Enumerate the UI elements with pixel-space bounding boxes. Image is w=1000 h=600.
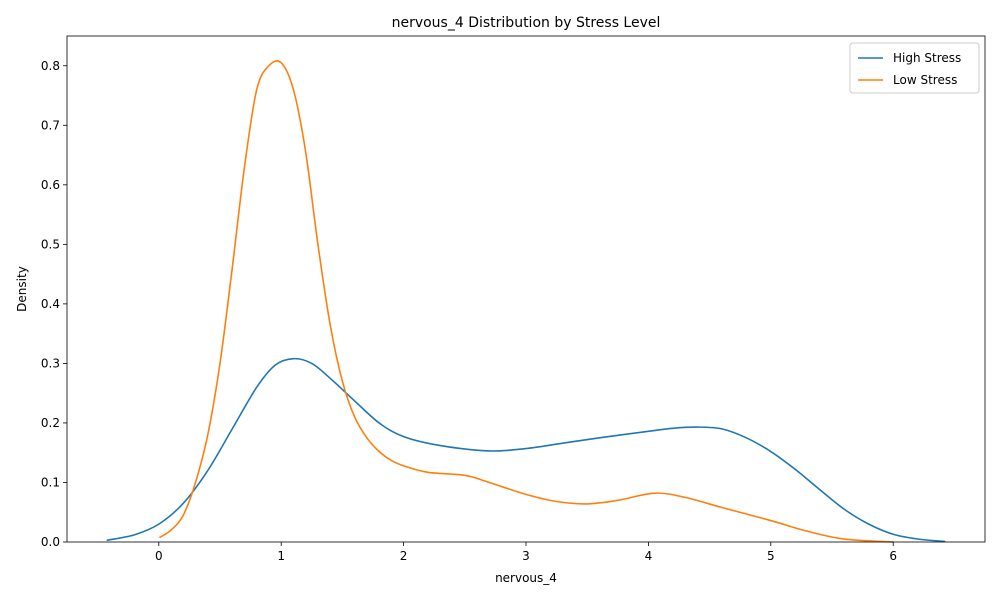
y-tick-label: 0.5 <box>41 237 60 251</box>
y-axis-title: Density <box>15 266 29 312</box>
y-axis: 0.0 0.1 0.2 0.3 0.4 0.5 0.6 0.7 0.8 <box>41 59 67 549</box>
plot-frame <box>66 35 986 543</box>
legend: High Stress Low Stress <box>849 42 980 94</box>
x-axis: 0 1 2 3 4 5 6 <box>155 542 897 563</box>
y-tick-label: 0.8 <box>41 59 60 73</box>
x-tick-label: 5 <box>767 549 775 563</box>
series-line-low-stress <box>159 60 894 543</box>
chart-title: nervous_4 Distribution by Stress Level <box>392 15 661 31</box>
x-tick-label: 1 <box>277 549 285 563</box>
x-tick-label: 3 <box>522 549 530 563</box>
legend-label: Low Stress <box>893 73 957 87</box>
plot-area <box>106 60 946 543</box>
x-axis-title: nervous_4 <box>495 571 557 585</box>
y-tick-label: 0.0 <box>41 535 60 549</box>
x-tick-label: 0 <box>155 549 163 563</box>
x-tick-label: 4 <box>645 549 653 563</box>
y-tick-label: 0.1 <box>41 475 60 489</box>
y-tick-label: 0.4 <box>41 297 60 311</box>
legend-label: High Stress <box>893 51 961 65</box>
x-tick-label: 2 <box>400 549 408 563</box>
y-tick-label: 0.7 <box>41 118 60 132</box>
y-tick-label: 0.6 <box>41 178 60 192</box>
y-tick-label: 0.2 <box>41 416 60 430</box>
series-line-high-stress <box>106 357 946 543</box>
y-tick-label: 0.3 <box>41 356 60 370</box>
x-tick-label: 6 <box>889 549 897 563</box>
